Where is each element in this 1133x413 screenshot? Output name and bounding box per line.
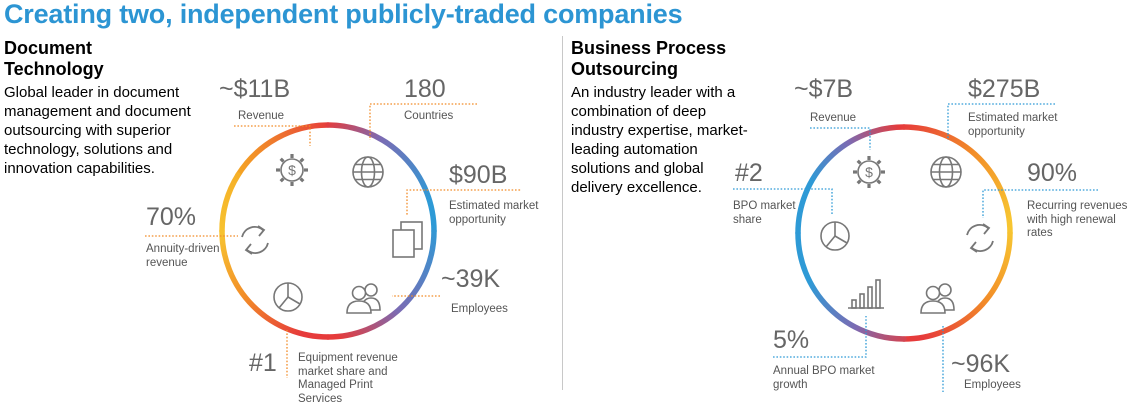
right-market-label: Estimated market opportunity [968, 112, 1058, 138]
left-countries-label: Countries [404, 110, 454, 122]
right-employees-value: ~96K [951, 350, 1011, 378]
right-market-value: $275B [968, 75, 1041, 103]
globe-icon [352, 156, 384, 188]
right-growth-value: 5% [773, 326, 810, 354]
gear-dollar-icon: $ [276, 154, 308, 186]
right-recurring-label: Recurring revenues with high renewal rat… [1027, 200, 1128, 239]
right-employees-label: Employees [964, 379, 1021, 391]
left-market-value: $90B [449, 161, 508, 189]
left-market-label: Estimated market opportunity [449, 200, 539, 226]
left-connectors [145, 103, 520, 378]
people-icon [920, 283, 955, 314]
right-heading: Business Process Outsourcing [571, 38, 727, 79]
globe-icon [930, 156, 962, 188]
right-rank-label: BPO market share [733, 200, 796, 226]
left-rank-label: Equipment revenue market share and Manag… [298, 352, 398, 405]
pie-chart-icon [820, 221, 850, 251]
right-growth-label: Annual BPO market growth [773, 365, 875, 391]
svg-text:$: $ [865, 164, 873, 180]
right-revenue-label: Revenue [810, 112, 857, 124]
left-countries-value: 180 [404, 75, 446, 103]
right-description: An industry leader with a combination of… [571, 84, 748, 196]
right-revenue-value: ~$7B [794, 75, 854, 103]
gear-dollar-icon: $ [853, 156, 885, 188]
left-rank-value: #1 [249, 349, 277, 377]
left-employees-value: ~39K [441, 265, 501, 293]
left-revenue-label: Revenue [238, 110, 285, 122]
section-divider [562, 36, 563, 390]
people-icon [346, 283, 381, 314]
left-description: Global leader in document management and… [4, 84, 191, 177]
left-heading: Document Technology [4, 38, 104, 79]
pie-chart-icon [273, 282, 303, 312]
refresh-icon [966, 223, 994, 253]
right-connectors [733, 103, 1098, 392]
svg-text:$: $ [288, 162, 296, 178]
left-annuity-label: Annuity-driven revenue [146, 243, 220, 269]
refresh-icon [241, 225, 269, 255]
left-annuity-value: 70% [146, 203, 197, 231]
left-revenue-value: ~$11B [219, 75, 291, 103]
right-ring [795, 124, 1013, 342]
left-employees-label: Employees [451, 303, 508, 315]
page-title: Creating two, independent publicly-trade… [4, 0, 683, 29]
bar-chart-icon [848, 279, 884, 309]
right-rank-value: #2 [735, 159, 763, 187]
left-ring [219, 122, 437, 340]
documents-icon [392, 221, 423, 258]
right-recurring-value: 90% [1027, 159, 1078, 187]
